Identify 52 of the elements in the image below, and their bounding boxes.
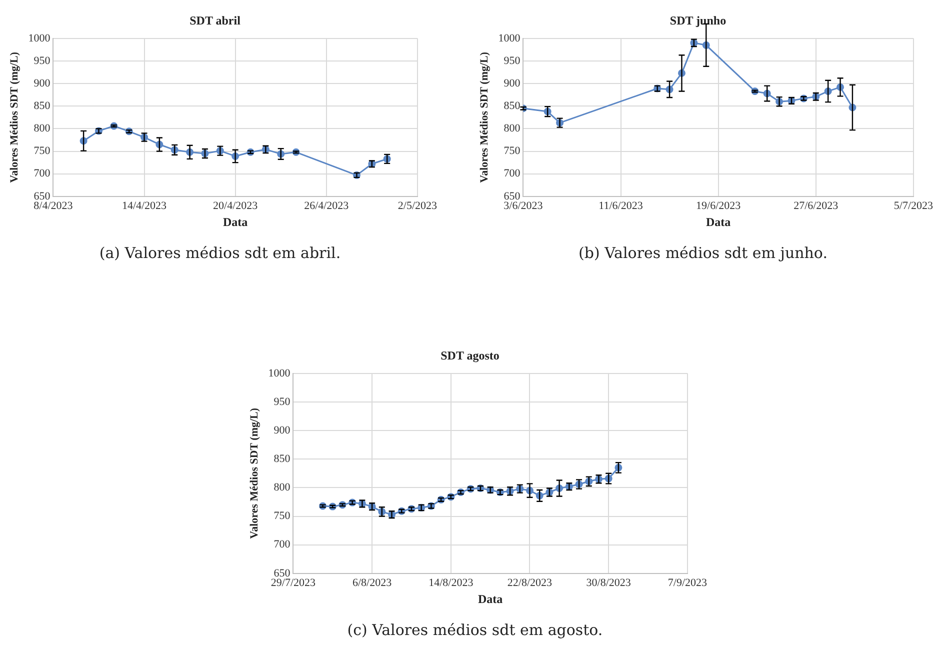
x-tick-label: 11/6/2023 [598,200,644,212]
y-axis-title: Valores Médios SDT (mg/L) [8,52,20,183]
y-axis-title: Valores Médios SDT (mg/L) [248,408,260,539]
y-tick-label: 900 [274,424,291,436]
y-tick-label: 700 [274,538,291,551]
x-tick-label: 14/8/2023 [428,576,474,589]
x-tick-label: 22/8/2023 [507,576,553,589]
text: (a) Valores médios sdt em abril. [98,244,342,262]
x-tick-label: 20/4/2023 [213,200,258,212]
y-tick-label: 650 [34,190,51,202]
x-axis-title: Data [706,214,731,229]
x-tick-label: 2/5/2023 [398,200,438,212]
x-tick-label: 7/9/2023 [668,576,708,589]
y-tick-label: 950 [34,54,51,67]
x-tick-label: 8/4/2023 [34,200,74,212]
y-tick-label: 700 [504,168,521,180]
y-tick-label: 850 [34,100,51,112]
x-axis-title: Data [222,214,248,229]
y-tick-label: 850 [274,453,291,466]
y-tick-label: 750 [504,145,521,158]
x-axis-title: Data [478,592,503,606]
x-tick-label: 26/4/2023 [304,200,350,212]
y-tick-label: 950 [274,396,291,408]
y-tick-label: 750 [34,145,51,158]
y-axis-title: Valores Médios SDT (mg/L) [478,52,490,183]
y-tick-label: 1000 [268,367,291,380]
x-tick-label: 19/6/2023 [696,200,742,212]
text: (c) Valores médios sdt em agosto. [346,621,604,639]
y-tick-label: 800 [34,122,51,135]
y-tick-label: 950 [504,54,521,67]
text: (b) Valores médios sdt em junho. [578,244,828,262]
y-tick-label: 900 [504,77,521,90]
x-tick-label: 29/7/2023 [270,576,316,589]
chart-title: SDT junho [670,13,726,28]
y-tick-label: 900 [34,77,51,90]
y-tick-label: 650 [504,190,521,202]
y-tick-label: 1000 [498,32,521,44]
x-tick-label: 27/6/2023 [794,200,839,212]
x-tick-label: 3/6/2023 [504,200,544,212]
y-tick-label: 800 [274,482,291,494]
chart-title: SDT abril [190,13,242,28]
y-tick-label: 750 [274,510,291,522]
x-tick-label: 6/8/2023 [352,576,392,589]
chart-title: SDT agosto [440,348,500,362]
x-tick-label: 5/7/2023 [894,200,934,212]
y-tick-label: 700 [34,168,51,180]
y-tick-label: 850 [504,100,521,112]
x-tick-label: 30/8/2023 [586,576,632,589]
x-tick-label: 14/4/2023 [122,200,168,212]
y-tick-label: 650 [274,567,291,580]
y-tick-label: 1000 [28,32,51,44]
y-tick-label: 800 [504,122,521,135]
